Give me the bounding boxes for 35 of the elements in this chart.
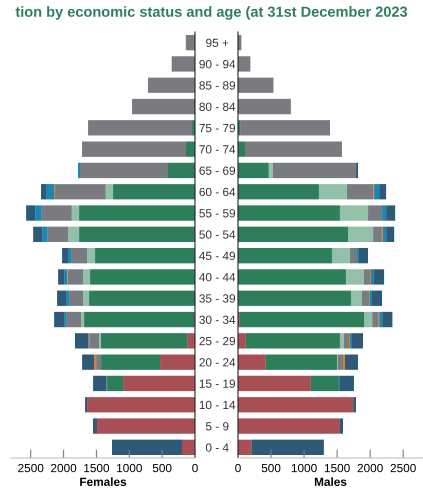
x-tick-label: 1000 [117, 464, 142, 472]
y-tick-label: 60 - 64 [199, 188, 236, 196]
x-tick-label: 2000 [358, 464, 383, 472]
y-tick-label: 40 - 44 [199, 272, 236, 282]
y-tick-label: 65 - 69 [199, 166, 236, 175]
x-tick-label: 2500 [390, 464, 416, 472]
y-tick-label: 25 - 29 [199, 336, 236, 346]
x-tick-label: 0 [192, 464, 198, 472]
x-tick-label: 0 [235, 464, 241, 472]
y-tick-label: 90 - 94 [199, 60, 236, 68]
x-tick-label: 2000 [51, 464, 76, 472]
x-tick-label: 500 [262, 464, 280, 472]
x-tick-label: 500 [152, 464, 172, 472]
y-tick-label: 55 - 59 [199, 209, 236, 218]
y-tick-label: 75 - 79 [199, 124, 236, 132]
y-tick-label: 15 - 19 [200, 379, 236, 388]
y-tick-label: 80 - 84 [199, 102, 236, 111]
x-axis-title: Females [80, 477, 126, 486]
y-tick-label: 0 - 4 [206, 443, 229, 452]
y-tick-label: 45 - 49 [199, 252, 236, 260]
y-tick-label: 50 - 54 [199, 230, 236, 239]
x-tick-label: 1500 [324, 464, 350, 472]
chart-title: tion by economic status and age (at 31st December 2023 [16, 6, 408, 20]
y-tick-label: 95 + [206, 38, 228, 48]
x-tick-label: 1000 [292, 464, 317, 472]
y-tick-label: 5 - 9 [206, 422, 228, 430]
y-tick-label: 70 - 74 [199, 145, 236, 154]
y-tick-label: 35 - 39 [199, 294, 236, 303]
y-tick-label: 10 - 14 [200, 400, 236, 410]
x-tick-label: 2500 [18, 464, 44, 472]
y-tick-label: 85 - 89 [199, 81, 236, 90]
y-tick-label: 20 - 24 [199, 358, 236, 367]
x-axis-title: Males [314, 477, 346, 486]
x-tick-label: 1500 [84, 464, 110, 472]
y-tick-label: 30 - 34 [199, 316, 236, 324]
